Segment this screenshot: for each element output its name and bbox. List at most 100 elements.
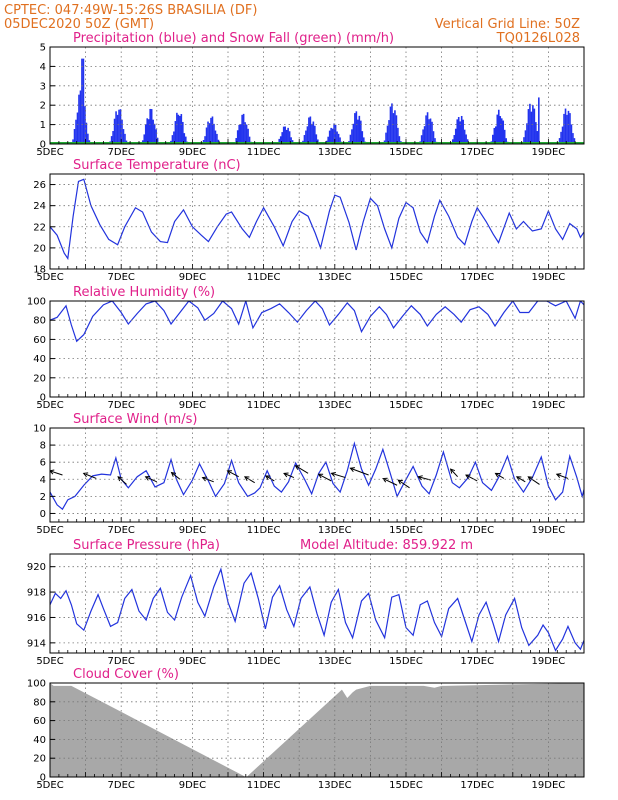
precip-bar xyxy=(241,114,243,144)
precip-bar xyxy=(495,126,497,144)
wind-arrow xyxy=(449,468,458,478)
precip-bar xyxy=(171,135,174,144)
precip-bar xyxy=(208,123,211,144)
grid-wind xyxy=(50,428,584,522)
precip-bar xyxy=(238,124,240,144)
precip-bar xyxy=(75,119,77,144)
wind-arrow xyxy=(555,473,569,479)
precip-bar xyxy=(385,132,387,144)
y-tick-label: 3 xyxy=(40,81,46,92)
x-tick-label: 5DEC xyxy=(36,272,63,283)
series-line-wind xyxy=(50,441,584,511)
precip-bar xyxy=(245,124,248,144)
wind-arrow-shaft xyxy=(145,476,158,483)
precip-bar xyxy=(110,136,113,144)
wind-arrow-head xyxy=(264,475,271,481)
precip-bar xyxy=(429,118,432,144)
precip-bar xyxy=(288,131,291,144)
precip-bar xyxy=(389,106,392,144)
precip-bar xyxy=(493,127,496,144)
precip-bar xyxy=(118,109,120,144)
data-layer-cloud xyxy=(50,683,584,777)
precip-bar xyxy=(305,130,307,144)
x-tick-label: 11DEC xyxy=(247,656,281,667)
precip-bar xyxy=(176,112,178,144)
precip-bar xyxy=(502,120,505,144)
precip-bar xyxy=(426,112,429,144)
x-tick-label: 7DEC xyxy=(108,656,135,667)
precip-bar xyxy=(279,136,282,144)
y-tick-label: 10 xyxy=(33,424,46,435)
header-run-time: 05DEC2020 50Z (GMT) xyxy=(4,17,154,32)
precip-bar xyxy=(143,134,146,144)
x-tick-label: 15DEC xyxy=(389,400,423,411)
x-tick-label: 5DEC xyxy=(36,780,63,791)
x-tick-label: 5DEC xyxy=(36,400,63,411)
precip-bar xyxy=(398,136,401,144)
x-tick-label: 17DEC xyxy=(460,525,494,536)
x-tick-label: 17DEC xyxy=(460,656,494,667)
precip-bar xyxy=(330,127,332,144)
wind-arrow xyxy=(201,476,214,483)
panel-pressure: Surface Pressure (hPa) Model Altitude: 85… xyxy=(27,538,585,667)
precip-bar xyxy=(73,129,76,144)
precip-bar xyxy=(213,123,215,144)
panel-frame-pressure xyxy=(49,553,585,654)
precip-bar xyxy=(569,113,571,144)
precip-bar xyxy=(113,118,116,144)
wind-arrow-head xyxy=(417,475,423,481)
precip-bar xyxy=(391,103,393,144)
wind-arrow-shaft xyxy=(227,470,239,478)
precip-bar xyxy=(570,124,573,144)
wind-arrow-head xyxy=(82,472,89,478)
precip-bar xyxy=(503,129,506,144)
precip-bar xyxy=(523,137,525,144)
precip-bar xyxy=(386,125,389,144)
precip-bar xyxy=(561,126,564,144)
precip-bar xyxy=(500,118,503,144)
y-tick-label: 80 xyxy=(33,697,46,708)
wind-arrow-head xyxy=(244,476,250,481)
x-tick-label: 9DEC xyxy=(179,272,206,283)
precip-bar xyxy=(354,113,356,144)
grid-pressure xyxy=(50,554,584,653)
wind-arrow xyxy=(264,475,275,482)
precip-bar xyxy=(358,115,361,144)
x-tick-label: 11DEC xyxy=(247,400,281,411)
y-tick-label: 60 xyxy=(33,716,46,727)
precip-bar xyxy=(173,131,175,144)
precip-bar xyxy=(462,119,464,144)
precip-bar xyxy=(451,139,454,144)
precip-bar xyxy=(309,116,312,144)
panel-title-pressure: Surface Pressure (hPa) xyxy=(73,538,220,553)
y-tick-label: 40 xyxy=(33,354,46,365)
panel-title-precip: Precipitation (blue) and Snow Fall (gree… xyxy=(73,31,394,46)
precip-bar xyxy=(334,124,337,144)
precip-bar xyxy=(566,114,568,144)
x-tick-label: 7DEC xyxy=(108,272,135,283)
precip-bar xyxy=(535,122,537,144)
wind-arrow-shaft xyxy=(295,465,309,474)
wind-arrow xyxy=(117,476,127,485)
precip-bar xyxy=(311,123,313,144)
precip-bar xyxy=(180,114,183,144)
precip-bar xyxy=(327,136,329,144)
precip-bar xyxy=(122,129,125,144)
x-tick-label: 11DEC xyxy=(247,525,281,536)
precip-bar xyxy=(82,58,85,144)
x-tick-label: 19DEC xyxy=(532,147,566,158)
precip-bar xyxy=(394,110,396,144)
data-layer-precip xyxy=(50,58,584,144)
precip-bar xyxy=(284,126,286,144)
precip-bar xyxy=(115,111,117,144)
wind-arrow-shaft xyxy=(556,473,569,479)
wind-arrow xyxy=(226,470,239,478)
precip-bar xyxy=(285,129,288,144)
x-tick-label: 19DEC xyxy=(532,780,566,791)
precip-bar xyxy=(85,122,88,144)
cloud-gap xyxy=(245,683,248,777)
precip-bar xyxy=(244,122,246,144)
precip-bar xyxy=(87,133,89,144)
wind-arrow-head xyxy=(283,472,289,478)
wind-arrow-shaft xyxy=(495,472,505,479)
